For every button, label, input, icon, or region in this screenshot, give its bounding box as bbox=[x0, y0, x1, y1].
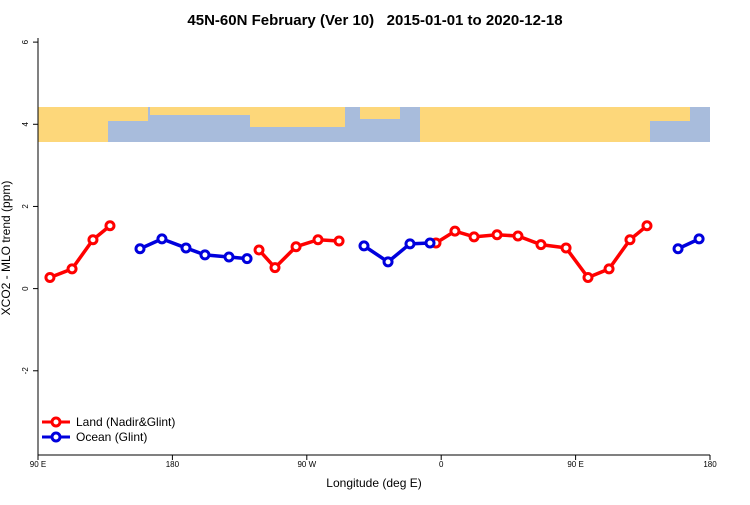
y-axis-label: XCO2 - MLO trend (ppm) bbox=[0, 181, 13, 316]
point bbox=[333, 235, 345, 247]
point bbox=[512, 230, 524, 242]
x-tick-label: 0 bbox=[439, 460, 444, 469]
point bbox=[624, 234, 636, 246]
y-tick-label: 2 bbox=[21, 204, 30, 209]
point bbox=[641, 220, 653, 232]
point bbox=[269, 262, 281, 274]
point bbox=[424, 237, 436, 249]
point bbox=[560, 242, 572, 254]
point bbox=[491, 229, 503, 241]
map-land bbox=[650, 107, 690, 121]
point bbox=[312, 234, 324, 246]
y-tick-label: 4 bbox=[21, 122, 30, 127]
point bbox=[404, 238, 416, 250]
point bbox=[199, 249, 211, 261]
legend-label: Land (Nadir&Glint) bbox=[76, 415, 175, 429]
x-tick-label: 90 W bbox=[297, 460, 316, 469]
x-tick-label: 90 E bbox=[30, 460, 46, 469]
point bbox=[582, 272, 594, 284]
point bbox=[156, 233, 168, 245]
legend-label: Ocean (Glint) bbox=[76, 430, 147, 444]
point bbox=[358, 240, 370, 252]
point bbox=[672, 243, 684, 255]
legend-marker bbox=[50, 416, 62, 428]
point bbox=[44, 272, 56, 284]
x-tick-label: 180 bbox=[703, 460, 717, 469]
point bbox=[180, 242, 192, 254]
point bbox=[104, 220, 116, 232]
x-tick-label: 180 bbox=[166, 460, 180, 469]
point bbox=[223, 251, 235, 263]
point bbox=[468, 231, 480, 243]
y-tick-label: -2 bbox=[21, 367, 30, 375]
map-land bbox=[38, 107, 108, 142]
point bbox=[253, 244, 265, 256]
map-land bbox=[250, 107, 345, 127]
chart-title: 45N-60N February (Ver 10) 2015-01-01 to … bbox=[187, 12, 562, 29]
y-tick-label: 6 bbox=[21, 39, 30, 44]
map-land bbox=[108, 107, 148, 121]
point bbox=[241, 253, 253, 265]
point bbox=[693, 233, 705, 245]
y-tick-label: 0 bbox=[21, 286, 30, 291]
point bbox=[603, 263, 615, 275]
map-land bbox=[360, 107, 400, 119]
x-axis-label: Longitude (deg E) bbox=[326, 476, 421, 490]
map-band bbox=[38, 107, 710, 142]
point bbox=[535, 239, 547, 251]
x-tick-label: 90 E bbox=[567, 460, 583, 469]
point bbox=[87, 234, 99, 246]
map-land bbox=[150, 107, 300, 115]
legend-marker bbox=[50, 431, 62, 443]
point bbox=[134, 243, 146, 255]
point bbox=[290, 241, 302, 253]
point bbox=[66, 263, 78, 275]
map-land bbox=[420, 107, 650, 142]
point bbox=[449, 225, 461, 237]
point bbox=[382, 256, 394, 268]
